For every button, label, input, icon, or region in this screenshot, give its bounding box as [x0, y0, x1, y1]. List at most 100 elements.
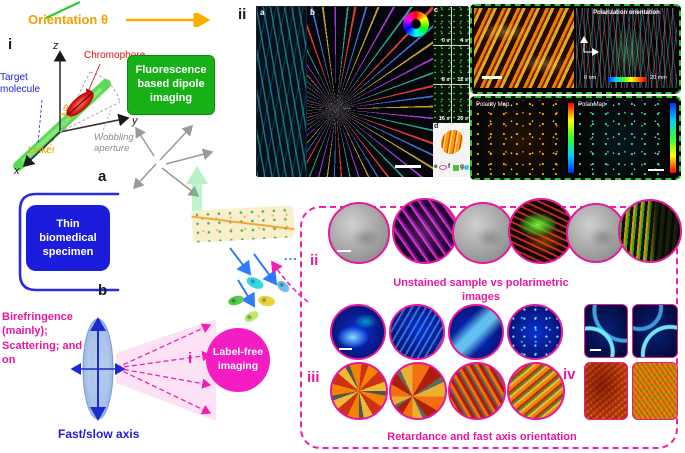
z-axis-label: z: [52, 40, 59, 52]
vessel-retardance-image-1: [584, 304, 628, 358]
chromophore-label: Chromophore: [84, 50, 146, 61]
polar-map-label: Polar Map: [578, 102, 606, 108]
polarimetric-image-1: [392, 198, 458, 264]
unstained-caption: Unstained sample vs polarimetric images: [393, 277, 569, 304]
label-free-circle-label: Label-free imaging: [212, 346, 264, 372]
time-lapse-cell: 12 s: [451, 46, 469, 84]
scattered-light-arrows: [229, 247, 278, 308]
polar-map-image: Polar Map: [576, 100, 668, 176]
tissue-fast-axis-image-2: [632, 362, 678, 420]
theta-symbol: θ: [63, 103, 68, 113]
orientation-axes-icon: [580, 36, 599, 56]
unstained-image-2: [452, 202, 514, 264]
wobbling-cone-right: [59, 101, 121, 133]
results-label-ii: ii: [310, 252, 319, 269]
tissue-fast-axis-image-1: [584, 362, 628, 420]
wobbling-cone-arc: [89, 71, 121, 103]
panel-label-i: i: [8, 36, 13, 53]
schematic-strip-defg: d e f g: [433, 123, 469, 177]
fast-axis-image-1: [330, 362, 388, 420]
specimen-box-label: Thin biomedical specimen: [39, 217, 97, 259]
time-lapse-cell: 20 s: [451, 85, 469, 123]
colorbar-max-label: 20 mm: [650, 75, 667, 81]
panel-label-a: a: [98, 168, 107, 185]
y-axis: [59, 113, 130, 133]
vessel-retardance-image-2: [632, 304, 678, 358]
scatter-fan: [116, 319, 216, 421]
wobbling-cone-left: [59, 71, 91, 133]
polarity-colorbar: [568, 103, 574, 173]
linker-pointer: [45, 134, 58, 153]
time-lapse-cell: 4 s: [451, 7, 469, 45]
scatter-arrow-1: [115, 323, 212, 369]
polarity-map-label: Polarity Map: [476, 102, 510, 108]
results-label-iv: iv: [563, 366, 576, 383]
scale-bar: [482, 76, 502, 79]
results-label-iii: iii: [307, 369, 320, 386]
y-axis-label: y: [131, 115, 139, 127]
fiber-image-b: a b: [257, 7, 433, 177]
polarization-orientation-title: Polarization orientation: [593, 10, 660, 16]
polarity-map-image: Polarity Map: [474, 100, 566, 176]
origami-coil-icon: [441, 128, 463, 156]
retardance-image-1: [330, 304, 386, 360]
sub-label-b: b: [310, 8, 315, 17]
unstained-image-3: [566, 203, 626, 263]
molecule-axes-diagram: θ z y x: [13, 40, 139, 176]
label-free-circle: Label-free imaging: [206, 328, 270, 392]
specimen-beam-band: [191, 205, 295, 243]
birefringence-text: Birefringence (mainly); Scattering; and …: [2, 311, 98, 366]
sub-label-f: f: [448, 163, 451, 170]
colorbar-min-label: 0 nm: [584, 75, 597, 81]
polarimetric-image-2: [508, 198, 574, 264]
scatter-arrows: [132, 124, 214, 197]
fluorescence-dipole-box-label: Fluorescence based dipole imaging: [135, 64, 207, 104]
dye-icon: [464, 165, 469, 170]
fluorescence-dipole-box: Fluorescence based dipole imaging: [127, 55, 215, 115]
specimen-beam-specks: [191, 205, 295, 243]
fast-axis-image-3: [448, 362, 506, 420]
time-label: 12 s: [457, 77, 468, 83]
time-lapse-cell: 16 s: [433, 85, 451, 123]
theta-arc: [59, 113, 73, 120]
unstained-image-1: [328, 202, 390, 264]
retardance-image-2: [389, 304, 445, 360]
polar-colorbar: [670, 103, 676, 173]
chromophore-pointer: [85, 63, 101, 95]
x-axis: [22, 131, 61, 168]
time-label: 0 s: [441, 38, 450, 44]
specimen-bracket: [18, 192, 120, 292]
fluorescence-montage: a b c 0 s 4 s 8 s 12 s 16 s 20 s d e f g: [256, 6, 469, 177]
polarization-panel-top: Polarization orientation 0 nm 20 mm: [470, 4, 681, 94]
panel-label-ii: ii: [238, 6, 247, 23]
retardance-image-4: [507, 304, 563, 360]
sub-label-c: c: [434, 7, 438, 14]
gfp-icon: [453, 165, 459, 171]
polarimetric-image-3: [618, 199, 682, 263]
fast-axis-image-4: [507, 362, 565, 420]
wobbling-aperture-label: Wobbling aperture: [94, 132, 134, 154]
fiber-image-a: [257, 7, 307, 177]
panel-label-b: b: [98, 282, 108, 299]
sub-label-e: e: [434, 163, 438, 170]
time-label: 8 s: [441, 77, 450, 83]
target-molecule-pointer: [37, 99, 43, 145]
time-label: 4 s: [460, 38, 468, 44]
orientation-color-wheel: [403, 11, 429, 37]
time-label: 20 s: [457, 116, 468, 122]
time-lapse-cell: 8 s: [433, 46, 451, 84]
lens-diagram: [70, 317, 216, 421]
scale-bar: [337, 249, 351, 252]
specimen-box: Thin biomedical specimen: [26, 205, 110, 271]
orientation-label: Orientation θ: [28, 12, 108, 27]
polarization-orientation-image: Polarization orientation 0 nm 20 mm: [576, 8, 677, 88]
orientation-arrow: [126, 13, 211, 27]
fast-slow-axis-label: Fast/slow axis: [58, 427, 140, 441]
sub-label-d: d: [434, 123, 439, 130]
wobbling-pointer: [101, 109, 112, 135]
scale-bar: [590, 349, 601, 351]
time-lapse-cell: c 0 s: [433, 7, 451, 45]
sub-label-g: g: [460, 163, 464, 170]
dipole-icon: [439, 165, 447, 170]
scale-bar: [648, 168, 664, 171]
